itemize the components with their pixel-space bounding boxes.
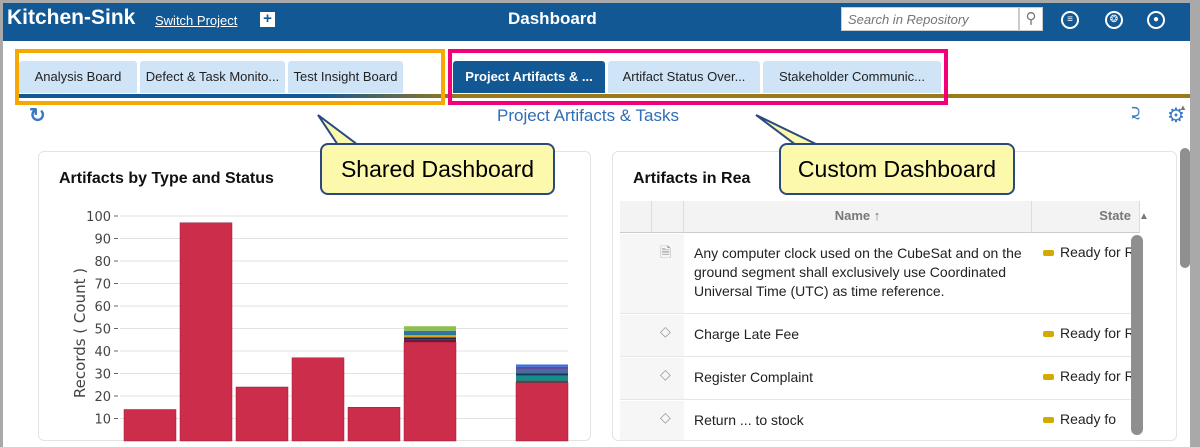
bar-segment <box>123 409 177 442</box>
bar-segment <box>404 330 456 333</box>
table-row[interactable]: ◇ Register Complaint Ready for R <box>620 358 1140 400</box>
bar-segment <box>404 339 456 342</box>
project-name: Kitchen-Sink <box>7 6 136 29</box>
bar-segment <box>179 222 233 442</box>
tab-defect-task-monitor[interactable]: Defect & Task Monito... <box>140 61 285 93</box>
custom-dashboard-callout: Custom Dashboard <box>779 143 1015 195</box>
bar-segment <box>404 326 456 331</box>
artifacts-in-review-panel: Artifacts in Rea <box>612 151 1177 441</box>
search-icon[interactable]: ⚲ <box>1019 7 1043 31</box>
panel-title: Artifacts by Type and Status <box>59 170 274 187</box>
table-row[interactable]: 🗎 Any computer clock used on the CubeSat… <box>620 234 1140 314</box>
gear-icon[interactable]: ⚙ <box>1167 105 1185 127</box>
header-title: Dashboard <box>508 9 597 28</box>
dashboard-page: Kitchen-Sink Switch Project + Dashboard … <box>3 3 1190 447</box>
document-icon: 🗎 <box>660 244 672 260</box>
bar-segment <box>404 337 456 340</box>
status-icon <box>1043 417 1054 424</box>
tab-stakeholder-communication[interactable]: Stakeholder Communic... <box>763 61 941 93</box>
grid-header-select <box>620 201 652 233</box>
bar-segment <box>516 380 568 383</box>
shared-dashboard-highlight <box>15 49 445 105</box>
page-scrollbar[interactable] <box>1180 148 1190 268</box>
use-case-icon: ◇ <box>660 323 671 339</box>
status-icon <box>1043 331 1054 338</box>
bar-segment <box>516 366 568 369</box>
tab-analysis-board[interactable]: Analysis Board <box>19 61 137 93</box>
grid-header-name[interactable]: Name ↑ <box>684 201 1032 233</box>
shared-dashboard-callout: Shared Dashboard <box>320 143 555 195</box>
y-tick-label: 20 <box>94 390 111 405</box>
y-tick-label: 30 <box>94 368 111 383</box>
bar-segment <box>515 382 569 442</box>
use-case-icon: ◇ <box>660 366 671 382</box>
status-icon <box>1043 250 1054 257</box>
y-tick-label: 40 <box>94 345 111 360</box>
grid-scroll-up-icon[interactable]: ▲ <box>1139 211 1149 222</box>
bar-segment <box>516 369 568 374</box>
share-icon[interactable]: ⫈ <box>1131 106 1141 123</box>
aperture-icon[interactable]: ❂ <box>1105 11 1123 29</box>
y-tick-label: 100 <box>86 210 111 225</box>
status-icon <box>1043 374 1054 381</box>
grid-header-icon <box>652 201 684 233</box>
grid-header-state[interactable]: State <box>1032 201 1140 233</box>
add-icon[interactable]: + <box>260 11 275 27</box>
bar-segment <box>516 373 568 376</box>
user-icon[interactable]: ● <box>1147 11 1165 29</box>
shared-callout-pointer <box>317 114 361 146</box>
y-axis-label: Records ( Count ) <box>71 268 89 398</box>
refresh-icon[interactable]: ↻ <box>29 105 46 127</box>
bar-segment <box>347 407 401 442</box>
tab-test-insight-board[interactable]: Test Insight Board <box>288 61 403 93</box>
sort-ascending-icon: ↑ <box>873 208 881 223</box>
page-title: Project Artifacts & Tasks <box>496 106 680 125</box>
bar-segment <box>516 364 568 367</box>
bar-segment <box>235 386 289 442</box>
y-tick-label: 60 <box>94 300 111 315</box>
custom-dashboard-highlight <box>448 49 948 105</box>
tab-underline <box>19 94 1190 98</box>
y-tick-label: 10 <box>94 413 111 428</box>
tab-artifact-status-overview[interactable]: Artifact Status Over... <box>608 61 760 93</box>
switch-project-link[interactable]: Switch Project <box>155 13 238 28</box>
bar-segment <box>403 341 457 442</box>
artifacts-bar-chart: 10 20 30 40 50 60 70 80 90 100 Records ( Count ) <box>71 210 569 442</box>
y-tick-label: 90 <box>94 233 111 248</box>
custom-callout-pointer <box>755 114 819 146</box>
page-scroll-up-icon[interactable]: ▲ <box>1179 103 1187 112</box>
artifact-tree-icon[interactable]: ≡ <box>1061 11 1079 29</box>
top-header: Kitchen-Sink Switch Project + Dashboard … <box>3 3 1190 41</box>
use-case-icon: ◇ <box>660 409 671 425</box>
bar-segment <box>516 375 568 381</box>
bar-segment <box>404 333 456 336</box>
table-row[interactable]: ◇ Return ... to stock Ready fo <box>620 401 1140 441</box>
y-tick-label: 80 <box>94 255 111 270</box>
panel-title: Artifacts in Rea <box>633 170 751 187</box>
grid-scrollbar[interactable] <box>1131 235 1143 435</box>
y-tick-label: 50 <box>94 323 111 338</box>
search-input[interactable] <box>841 7 1019 31</box>
tab-project-artifacts[interactable]: Project Artifacts & ... <box>453 61 605 93</box>
table-row[interactable]: ◇ Charge Late Fee Ready for R <box>620 315 1140 357</box>
y-tick-label: 70 <box>94 278 111 293</box>
bar-segment <box>291 357 345 442</box>
bar-segment <box>404 335 456 338</box>
